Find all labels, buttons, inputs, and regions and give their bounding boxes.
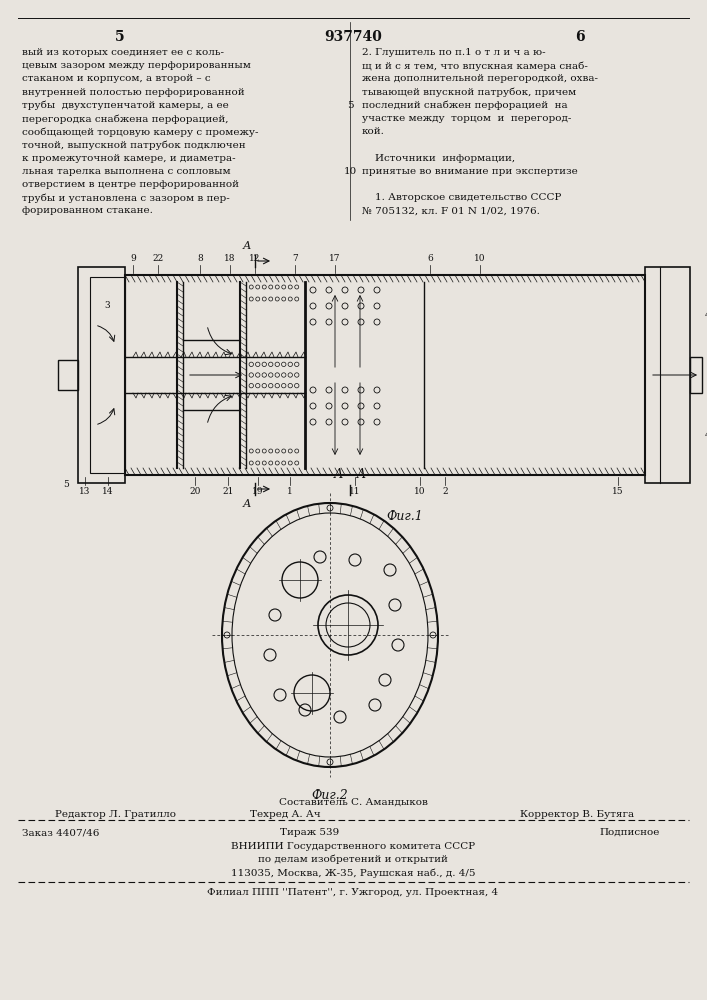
Text: ВНИИПИ Государственного комитета СССР: ВНИИПИ Государственного комитета СССР: [231, 842, 475, 851]
Text: 5: 5: [115, 30, 125, 44]
Text: № 705132, кл. F 01 N 1/02, 1976.: № 705132, кл. F 01 N 1/02, 1976.: [362, 206, 540, 215]
Text: 17: 17: [329, 254, 341, 263]
Text: 8: 8: [197, 254, 203, 263]
Bar: [90, 277, 125, 473]
Text: отверстием в центре перфорированной: отверстием в центре перфорированной: [22, 180, 239, 189]
Text: Тираж 539: Тираж 539: [281, 828, 339, 837]
Text: по делам изобретений и открытий: по делам изобретений и открытий: [258, 855, 448, 864]
Text: Филиал ППП ''Патент'', г. Ужгород, ул. Проектная, 4: Филиал ППП ''Патент'', г. Ужгород, ул. П…: [207, 888, 498, 897]
Text: цевым зазором между перфорированным: цевым зазором между перфорированным: [22, 61, 251, 70]
Text: 18: 18: [224, 254, 235, 263]
Bar: [125, 275, 645, 475]
Bar: [78, 267, 125, 483]
Text: форированном стакане.: форированном стакане.: [22, 206, 153, 215]
Bar: [58, 360, 78, 390]
Text: 113035, Москва, Ж-35, Раушская наб., д. 4/5: 113035, Москва, Ж-35, Раушская наб., д. …: [230, 868, 475, 878]
Text: 14: 14: [103, 487, 114, 496]
Text: Составитель С. Амандыков: Составитель С. Амандыков: [279, 798, 428, 807]
Text: 13: 13: [79, 487, 90, 496]
Text: 20: 20: [189, 487, 201, 496]
Text: А – А: А – А: [334, 468, 367, 481]
Text: 6: 6: [427, 254, 433, 263]
Text: 21: 21: [222, 487, 234, 496]
Text: 7: 7: [292, 254, 298, 263]
Text: точной, выпускной патрубок подключен: точной, выпускной патрубок подключен: [22, 140, 245, 150]
Text: 1: 1: [287, 487, 293, 496]
Text: вый из которых соединяет ее с коль-: вый из которых соединяет ее с коль-: [22, 48, 224, 57]
Text: 4: 4: [705, 430, 707, 440]
Text: 4: 4: [705, 310, 707, 320]
Text: 11: 11: [349, 487, 361, 496]
Text: участке между  торцом  и  перегород-: участке между торцом и перегород-: [362, 114, 571, 123]
Text: 12: 12: [250, 254, 261, 263]
Text: 5: 5: [63, 480, 69, 489]
Text: 19: 19: [252, 487, 264, 496]
Text: стаканом и корпусом, а второй – с: стаканом и корпусом, а второй – с: [22, 74, 211, 83]
Text: Редактор Л. Гратилло: Редактор Л. Гратилло: [55, 810, 176, 819]
Text: последний снабжен перфорацией  на: последний снабжен перфорацией на: [362, 101, 568, 110]
Text: Корректор В. Бутяга: Корректор В. Бутяга: [520, 810, 634, 819]
Text: 5: 5: [346, 101, 354, 110]
Text: жена дополнительной перегородкой, охва-: жена дополнительной перегородкой, охва-: [362, 74, 598, 83]
Text: внутренней полостью перфорированной: внутренней полостью перфорированной: [22, 88, 245, 97]
Text: принятые во внимание при экспертизе: принятые во внимание при экспертизе: [362, 167, 578, 176]
Text: к промежуточной камере, и диаметра-: к промежуточной камере, и диаметра-: [22, 154, 235, 163]
Text: 15: 15: [612, 487, 624, 496]
Text: 937740: 937740: [324, 30, 382, 44]
Text: Источники  информации,: Источники информации,: [362, 154, 515, 163]
Text: Подписное: Подписное: [600, 828, 660, 837]
Text: Заказ 4407/46: Заказ 4407/46: [22, 828, 100, 837]
Text: сообщающей торцовую камеру с промежу-: сообщающей торцовую камеру с промежу-: [22, 127, 259, 137]
Text: трубы и установлена с зазором в пер-: трубы и установлена с зазором в пер-: [22, 193, 230, 203]
Text: А: А: [243, 241, 251, 251]
Text: 2: 2: [442, 487, 448, 496]
Text: 6: 6: [575, 30, 585, 44]
Text: трубы  двухступенчатой камеры, а ее: трубы двухступенчатой камеры, а ее: [22, 101, 229, 110]
Text: 10: 10: [474, 254, 486, 263]
Bar: [645, 267, 690, 483]
Text: щ и й с я тем, что впускная камера снаб-: щ и й с я тем, что впускная камера снаб-: [362, 61, 588, 71]
Text: перегородка снабжена перфорацией,: перегородка снабжена перфорацией,: [22, 114, 228, 123]
Text: льная тарелка выполнена с сопловым: льная тарелка выполнена с сопловым: [22, 167, 230, 176]
Text: 10: 10: [414, 487, 426, 496]
Bar: [690, 357, 702, 393]
Text: 22: 22: [153, 254, 163, 263]
Text: 2. Глушитель по п.1 о т л и ч а ю-: 2. Глушитель по п.1 о т л и ч а ю-: [362, 48, 546, 57]
Text: 10: 10: [344, 167, 356, 176]
Text: 9: 9: [130, 254, 136, 263]
Text: кой.: кой.: [362, 127, 385, 136]
Text: Техред А. Ач: Техред А. Ач: [250, 810, 321, 819]
Text: Фиг.1: Фиг.1: [387, 510, 423, 523]
Text: 3: 3: [104, 300, 110, 310]
Text: А: А: [243, 499, 251, 509]
Text: Фиг.2: Фиг.2: [312, 789, 349, 802]
Text: 1. Авторское свидетельство СССР: 1. Авторское свидетельство СССР: [362, 193, 561, 202]
Text: тывающей впускной патрубок, причем: тывающей впускной патрубок, причем: [362, 88, 576, 97]
